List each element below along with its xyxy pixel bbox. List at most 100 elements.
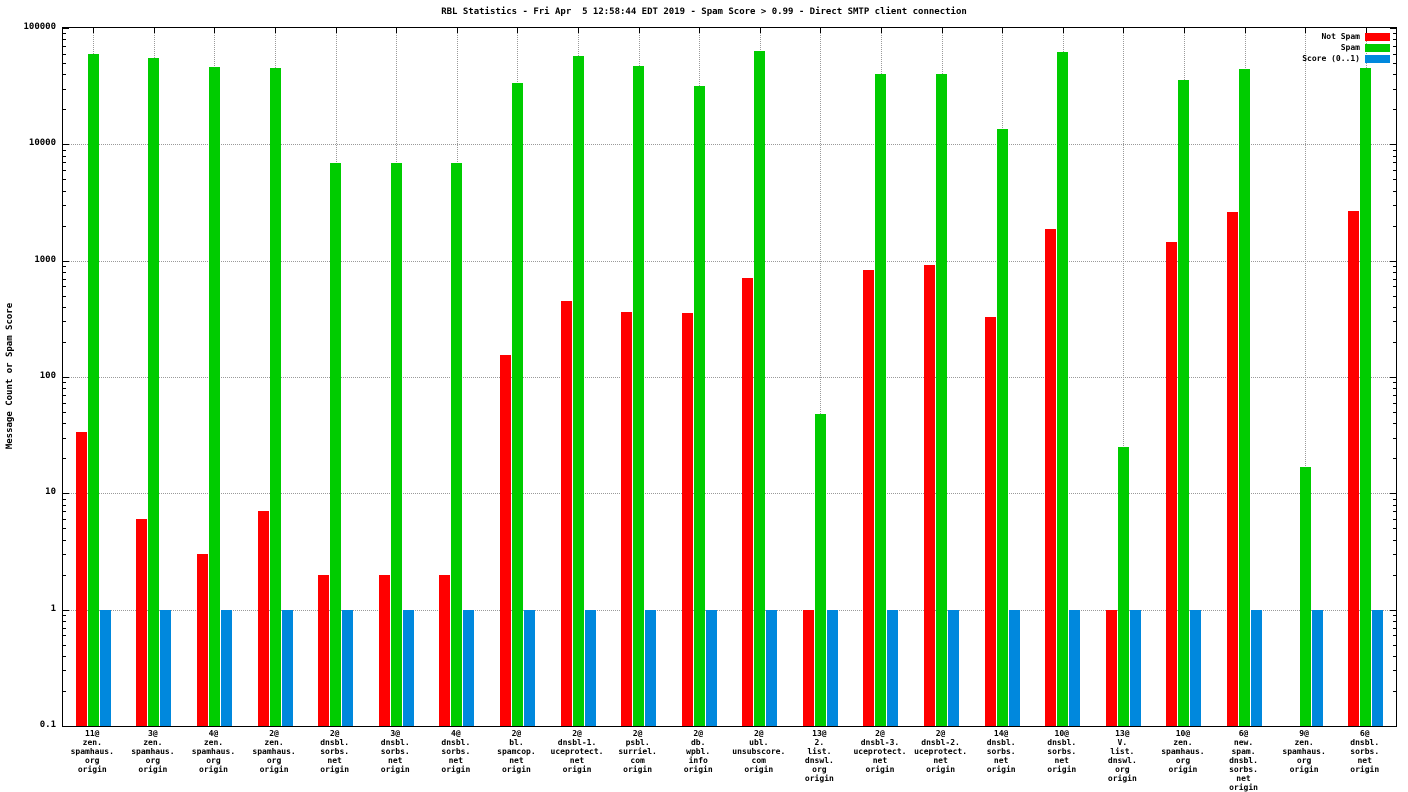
y-minor-tick [63,627,66,629]
y-minor-tick [1393,63,1396,65]
x-category-label: 6@ dnsbl. sorbs. net origin [1350,729,1380,774]
y-minor-tick [1393,295,1396,297]
bar-score-0-1 [1008,609,1020,726]
y-minor-tick [63,179,66,181]
y-minor-tick [63,614,66,616]
bar-spam [875,74,887,726]
y-minor-tick [63,511,66,513]
x-category-label: 2@ dnsbl-1. uceprotect. net origin [550,729,604,774]
bar-spam [996,129,1008,726]
x-gridline [1305,28,1307,726]
x-tick [335,28,337,33]
y-minor-tick [63,205,66,207]
bar-spam [1178,79,1190,726]
y-gridline [63,493,1396,495]
x-tick [456,28,458,33]
y-minor-tick [1393,33,1396,35]
bar-spam [451,163,463,726]
y-tick [63,28,69,29]
y-minor-tick [63,644,66,646]
bar-not-spam [439,574,451,726]
x-tick [396,28,398,33]
plot-area: Not Spam Spam Score (0..1) [62,27,1397,727]
bar-score-0-1 [887,609,899,726]
x-tick [1244,28,1246,33]
x-category-label: 3@ dnsbl. sorbs. net origin [380,729,410,774]
y-minor-tick [63,574,66,576]
y-minor-tick [1393,170,1396,172]
y-minor-tick [63,109,66,111]
bar-not-spam [742,277,754,726]
bar-score-0-1 [584,609,596,726]
bar-score-0-1 [645,609,657,726]
bar-score-0-1 [1372,609,1384,726]
x-tick [214,28,216,33]
bar-score-0-1 [220,609,232,726]
y-minor-tick [63,88,66,90]
x-category-label: 14@ dnsbl. sorbs. net origin [986,729,1016,774]
x-tick [1002,28,1004,33]
x-category-label: 2@ psbl. surriel. com origin [618,729,657,774]
bar-score-0-1 [160,609,172,726]
y-tick [63,144,69,146]
y-minor-tick [63,412,66,414]
y-minor-tick [63,149,66,151]
bar-spam [572,55,584,726]
y-minor-tick [63,295,66,297]
bar-not-spam [196,554,208,726]
x-category-label: 10@ zen. spamhaus. org origin [1161,729,1205,774]
y-minor-tick [1393,149,1396,151]
y-minor-tick [63,528,66,530]
y-minor-tick [63,423,66,425]
y-minor-tick [1393,190,1396,192]
y-minor-tick [1393,402,1396,404]
y-gridline [63,260,1396,262]
bar-not-spam [1105,609,1117,726]
bar-not-spam [802,609,814,726]
bar-not-spam [863,270,875,726]
x-tick [578,28,580,33]
x-category-label: 13@ 2. list. dnswl. org origin [804,729,834,783]
y-tick [1390,377,1396,378]
y-minor-tick [1393,635,1396,637]
x-category-label: 2@ bl. spamcop. net origin [497,729,536,774]
y-minor-tick [1393,286,1396,288]
y-tick-label: 10000 [28,138,56,149]
bar-score-0-1 [281,609,293,726]
y-minor-tick [63,39,66,41]
bar-not-spam [924,264,936,726]
bar-spam [814,414,826,726]
y-minor-tick [1393,109,1396,111]
y-minor-tick [1393,306,1396,308]
y-minor-tick [1393,670,1396,672]
bar-spam [633,66,645,726]
bar-not-spam [1348,210,1360,726]
y-minor-tick [63,265,66,267]
y-tick [63,493,69,495]
bar-not-spam [560,301,572,726]
bar-score-0-1 [1069,609,1081,726]
y-tick [1390,726,1396,727]
y-minor-tick [63,53,66,55]
y-minor-tick [1393,265,1396,267]
y-minor-tick [63,162,66,164]
x-tick [1123,28,1125,33]
legend: Not Spam Spam Score (0..1) [1302,32,1390,65]
x-category-label: 2@ db. wpbl. info origin [683,729,713,774]
y-minor-tick [1393,690,1396,692]
x-category-label: 9@ zen. spamhaus. org origin [1282,729,1326,774]
bar-spam [693,85,705,726]
y-minor-tick [63,190,66,192]
y-minor-tick [1393,437,1396,439]
y-minor-tick [1393,412,1396,414]
y-minor-tick [1393,74,1396,76]
y-minor-tick [1393,88,1396,90]
x-tick [93,28,95,33]
bar-spam [1117,447,1129,726]
y-gridline [63,609,1396,611]
y-minor-tick [63,321,66,323]
bar-spam [511,82,523,726]
y-minor-tick [1393,205,1396,207]
y-tick [63,260,69,262]
x-tick [1062,28,1064,33]
